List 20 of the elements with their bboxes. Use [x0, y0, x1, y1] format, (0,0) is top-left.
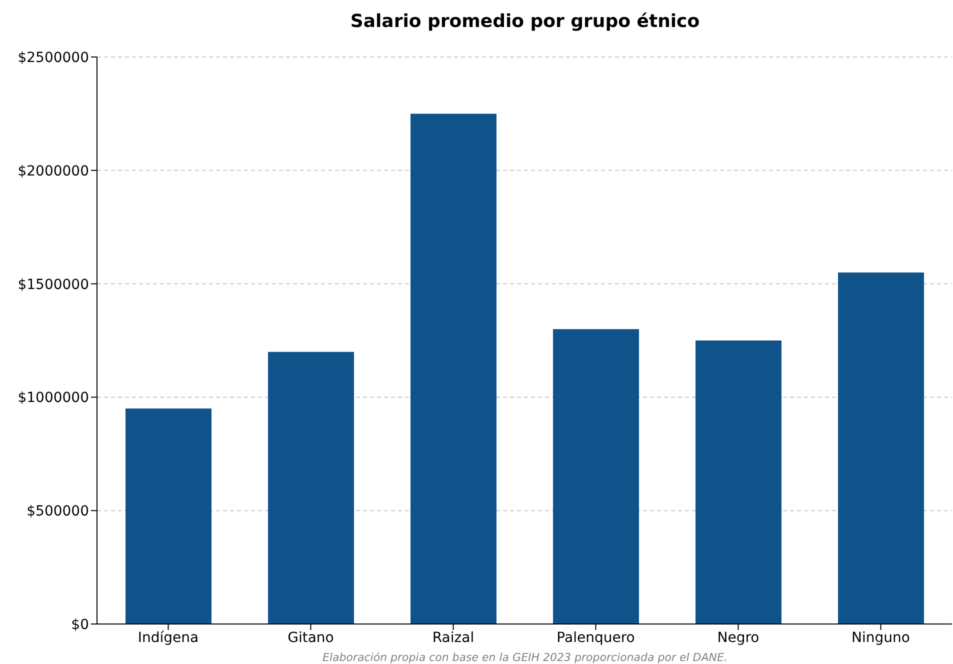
- x-tick-label: Negro: [717, 630, 760, 646]
- x-tick-label: Indígena: [138, 630, 199, 646]
- y-tick-label: $2000000: [18, 163, 89, 180]
- bar: [838, 272, 924, 624]
- text: Elaboración propia con base en la GEIH 2023 proporcionada por el DANE.: [322, 651, 728, 664]
- x-tick-label: Palenquero: [556, 630, 635, 646]
- x-tick-label: Raizal: [432, 630, 474, 646]
- chart-title: Salario promedio por grupo étnico: [349, 11, 701, 32]
- bar: [553, 329, 639, 624]
- bar: [696, 340, 782, 624]
- y-tick-label: $1000000: [18, 390, 89, 406]
- bar: [268, 352, 354, 624]
- x-tick-label: Ninguno: [852, 630, 910, 646]
- y-tick-label: $500000: [26, 504, 89, 520]
- bar: [410, 114, 496, 624]
- y-tick-label: $2500000: [18, 50, 89, 66]
- y-tick-label: $0: [71, 616, 89, 633]
- x-tick-label: Gitano: [288, 630, 334, 646]
- bar: [126, 408, 212, 624]
- y-tick-label: $1500000: [18, 276, 89, 293]
